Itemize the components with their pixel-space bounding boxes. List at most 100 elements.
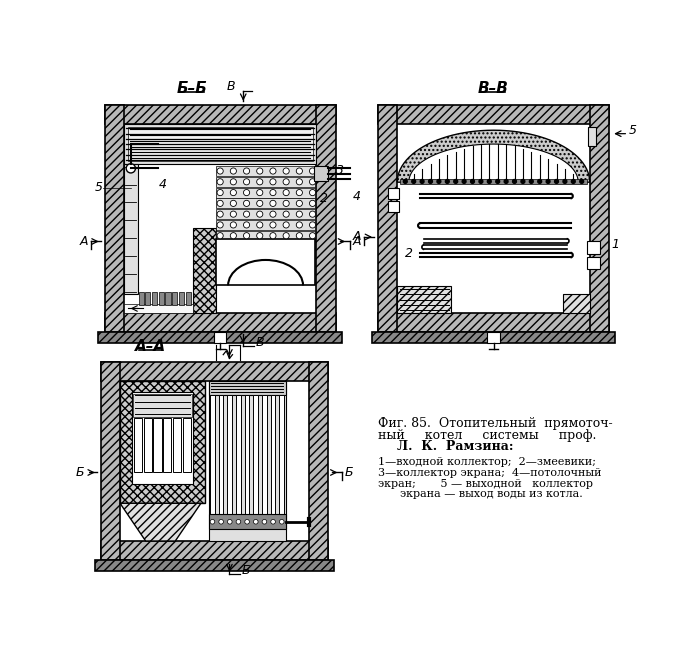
- Circle shape: [283, 190, 289, 196]
- Circle shape: [230, 179, 237, 185]
- Circle shape: [217, 179, 223, 185]
- Text: ный     котел     системы     проф.: ный котел системы проф.: [378, 428, 596, 441]
- Circle shape: [217, 222, 223, 228]
- Text: В: В: [256, 336, 264, 349]
- Bar: [216, 220, 315, 230]
- Circle shape: [257, 222, 262, 228]
- Circle shape: [257, 190, 262, 196]
- Bar: [124, 125, 316, 313]
- Bar: [132, 393, 193, 484]
- Circle shape: [270, 200, 276, 207]
- Circle shape: [309, 222, 316, 228]
- Circle shape: [496, 179, 500, 183]
- Text: Б–Б: Б–Б: [177, 81, 208, 96]
- Circle shape: [309, 233, 316, 239]
- Bar: [487, 333, 500, 343]
- Bar: [99, 333, 342, 343]
- Bar: [587, 257, 600, 269]
- Polygon shape: [120, 503, 201, 541]
- Circle shape: [283, 233, 289, 239]
- Bar: [210, 394, 215, 514]
- Bar: [179, 291, 184, 305]
- Polygon shape: [409, 144, 578, 182]
- Bar: [183, 418, 191, 473]
- Bar: [146, 291, 150, 305]
- Text: 4: 4: [158, 177, 167, 190]
- Circle shape: [257, 200, 262, 207]
- Circle shape: [279, 520, 284, 524]
- Bar: [144, 418, 152, 473]
- Circle shape: [529, 179, 533, 183]
- Circle shape: [219, 520, 223, 524]
- Bar: [214, 333, 226, 343]
- Bar: [209, 514, 286, 529]
- Circle shape: [217, 233, 223, 239]
- Text: В–В: В–В: [478, 81, 509, 96]
- Bar: [105, 105, 124, 333]
- Circle shape: [309, 190, 316, 196]
- Circle shape: [309, 200, 316, 207]
- Bar: [105, 313, 336, 333]
- Circle shape: [244, 190, 250, 196]
- Bar: [398, 286, 451, 313]
- Text: 3: 3: [336, 164, 344, 177]
- Circle shape: [283, 211, 289, 217]
- Circle shape: [487, 179, 491, 183]
- Circle shape: [296, 190, 302, 196]
- Text: экран;       5 — выходной   коллектор: экран; 5 — выходной коллектор: [378, 479, 593, 488]
- Bar: [378, 105, 398, 333]
- Circle shape: [309, 179, 316, 185]
- Circle shape: [217, 190, 223, 196]
- Circle shape: [309, 168, 316, 174]
- Circle shape: [270, 233, 276, 239]
- Circle shape: [257, 179, 262, 185]
- Bar: [139, 291, 143, 305]
- Bar: [236, 394, 241, 514]
- Circle shape: [257, 168, 262, 174]
- Circle shape: [470, 179, 475, 183]
- Bar: [271, 394, 275, 514]
- Circle shape: [479, 179, 483, 183]
- Circle shape: [244, 168, 250, 174]
- Bar: [101, 362, 120, 560]
- Bar: [152, 291, 158, 305]
- Bar: [101, 362, 328, 381]
- Circle shape: [126, 164, 135, 173]
- Bar: [216, 198, 315, 209]
- Circle shape: [262, 520, 267, 524]
- Bar: [216, 177, 315, 187]
- Circle shape: [445, 179, 449, 183]
- Circle shape: [230, 211, 237, 217]
- Bar: [216, 239, 315, 286]
- Bar: [372, 333, 615, 343]
- Bar: [589, 105, 609, 333]
- Circle shape: [296, 179, 302, 185]
- Circle shape: [257, 211, 262, 217]
- Circle shape: [210, 520, 215, 524]
- Bar: [133, 394, 192, 417]
- Bar: [165, 291, 171, 305]
- Bar: [400, 179, 587, 184]
- Circle shape: [257, 233, 262, 239]
- Circle shape: [270, 168, 276, 174]
- Circle shape: [217, 211, 223, 217]
- Bar: [253, 394, 258, 514]
- Polygon shape: [398, 130, 589, 182]
- Bar: [186, 291, 191, 305]
- Circle shape: [437, 179, 441, 183]
- Circle shape: [228, 520, 232, 524]
- Text: Фиг. 85.  Отопительный  прямоточ-: Фиг. 85. Отопительный прямоточ-: [378, 417, 612, 430]
- Bar: [388, 201, 399, 212]
- Circle shape: [244, 222, 250, 228]
- Bar: [193, 228, 216, 313]
- Text: 3—коллектор экрана;  4—потолочный: 3—коллектор экрана; 4—потолочный: [378, 468, 601, 478]
- Text: A: A: [353, 235, 361, 248]
- Circle shape: [296, 168, 302, 174]
- Circle shape: [230, 200, 237, 207]
- Text: Л.  К.  Рамзина:: Л. К. Рамзина:: [398, 440, 514, 453]
- Circle shape: [283, 168, 289, 174]
- Circle shape: [270, 190, 276, 196]
- Bar: [216, 166, 315, 176]
- Circle shape: [244, 200, 250, 207]
- Circle shape: [504, 179, 508, 183]
